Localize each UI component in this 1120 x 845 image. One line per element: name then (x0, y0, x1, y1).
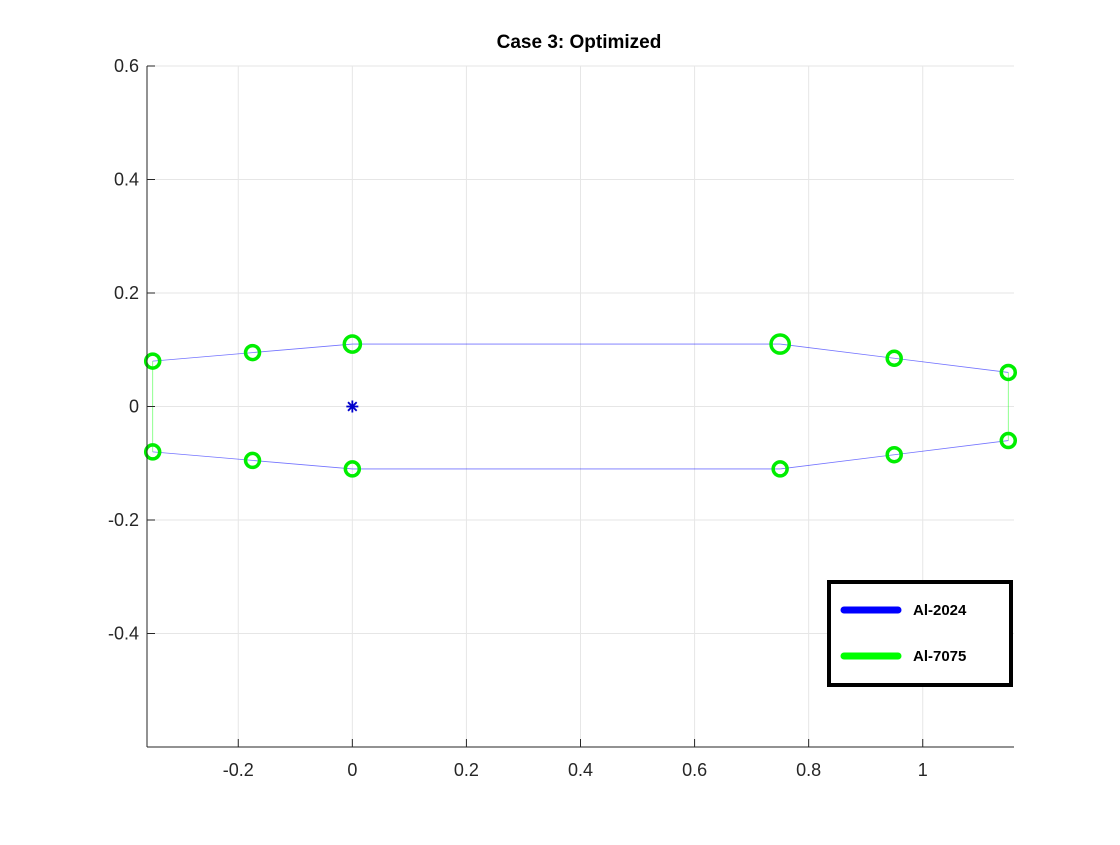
axes (146, 65, 1014, 748)
x-tick-label: 0.2 (454, 760, 479, 780)
node-7 (885, 445, 903, 464)
node-5 (999, 363, 1018, 382)
y-tick-label: 0.6 (114, 56, 139, 76)
x-tick-label: 0.6 (682, 760, 707, 780)
x-tick-label: 0 (347, 760, 357, 780)
panel-0-al-2024 (152, 352, 253, 362)
grid (147, 65, 1014, 747)
node-6 (999, 431, 1018, 450)
y-tick-label: -0.2 (108, 510, 139, 530)
chart-title: Case 3: Optimized (497, 32, 662, 53)
y-tick-label: -0.4 (108, 624, 139, 644)
node-11 (143, 443, 162, 461)
x-tick-label: 0.8 (796, 760, 821, 780)
panel-7-al-2024 (780, 454, 895, 470)
asterisk-stroke-3 (347, 401, 358, 412)
panel-10-al-2024 (152, 451, 253, 461)
panel-1-al-2024 (252, 343, 353, 353)
x-tick-label: -0.2 (223, 760, 254, 780)
y-tick-label: 0 (129, 397, 139, 417)
legend: Al-2024 Al-7075 (827, 580, 1013, 687)
node-2 (342, 334, 363, 354)
y-tick-label: 0.4 (114, 170, 139, 190)
panel-6-al-2024 (894, 440, 1009, 456)
centroid-marker (346, 400, 359, 413)
panel-9-al-2024 (252, 460, 353, 470)
node-1 (243, 343, 262, 362)
node-10 (243, 451, 262, 470)
panel-3-al-2024 (780, 343, 895, 359)
node-markers (143, 333, 1018, 478)
legend-label-al-7075: Al-7075 (913, 648, 966, 665)
legend-label-al-2024: Al-2024 (913, 602, 967, 619)
node-8 (771, 460, 789, 478)
x-tick-label: 0.4 (568, 760, 593, 780)
node-9 (343, 460, 362, 478)
node-4 (885, 349, 903, 368)
node-3 (769, 333, 791, 355)
x-tick-label: 1 (918, 760, 928, 780)
tick-labels: -0.2 0 0.2 0.4 0.6 0.8 1 -0.4 -0.2 0 0.2 0.4 0.6 (108, 56, 928, 780)
panel-4-al-2024 (894, 357, 1009, 373)
node-0 (143, 352, 162, 370)
y-tick-label: 0.2 (114, 283, 139, 303)
legend-box (827, 580, 1013, 687)
